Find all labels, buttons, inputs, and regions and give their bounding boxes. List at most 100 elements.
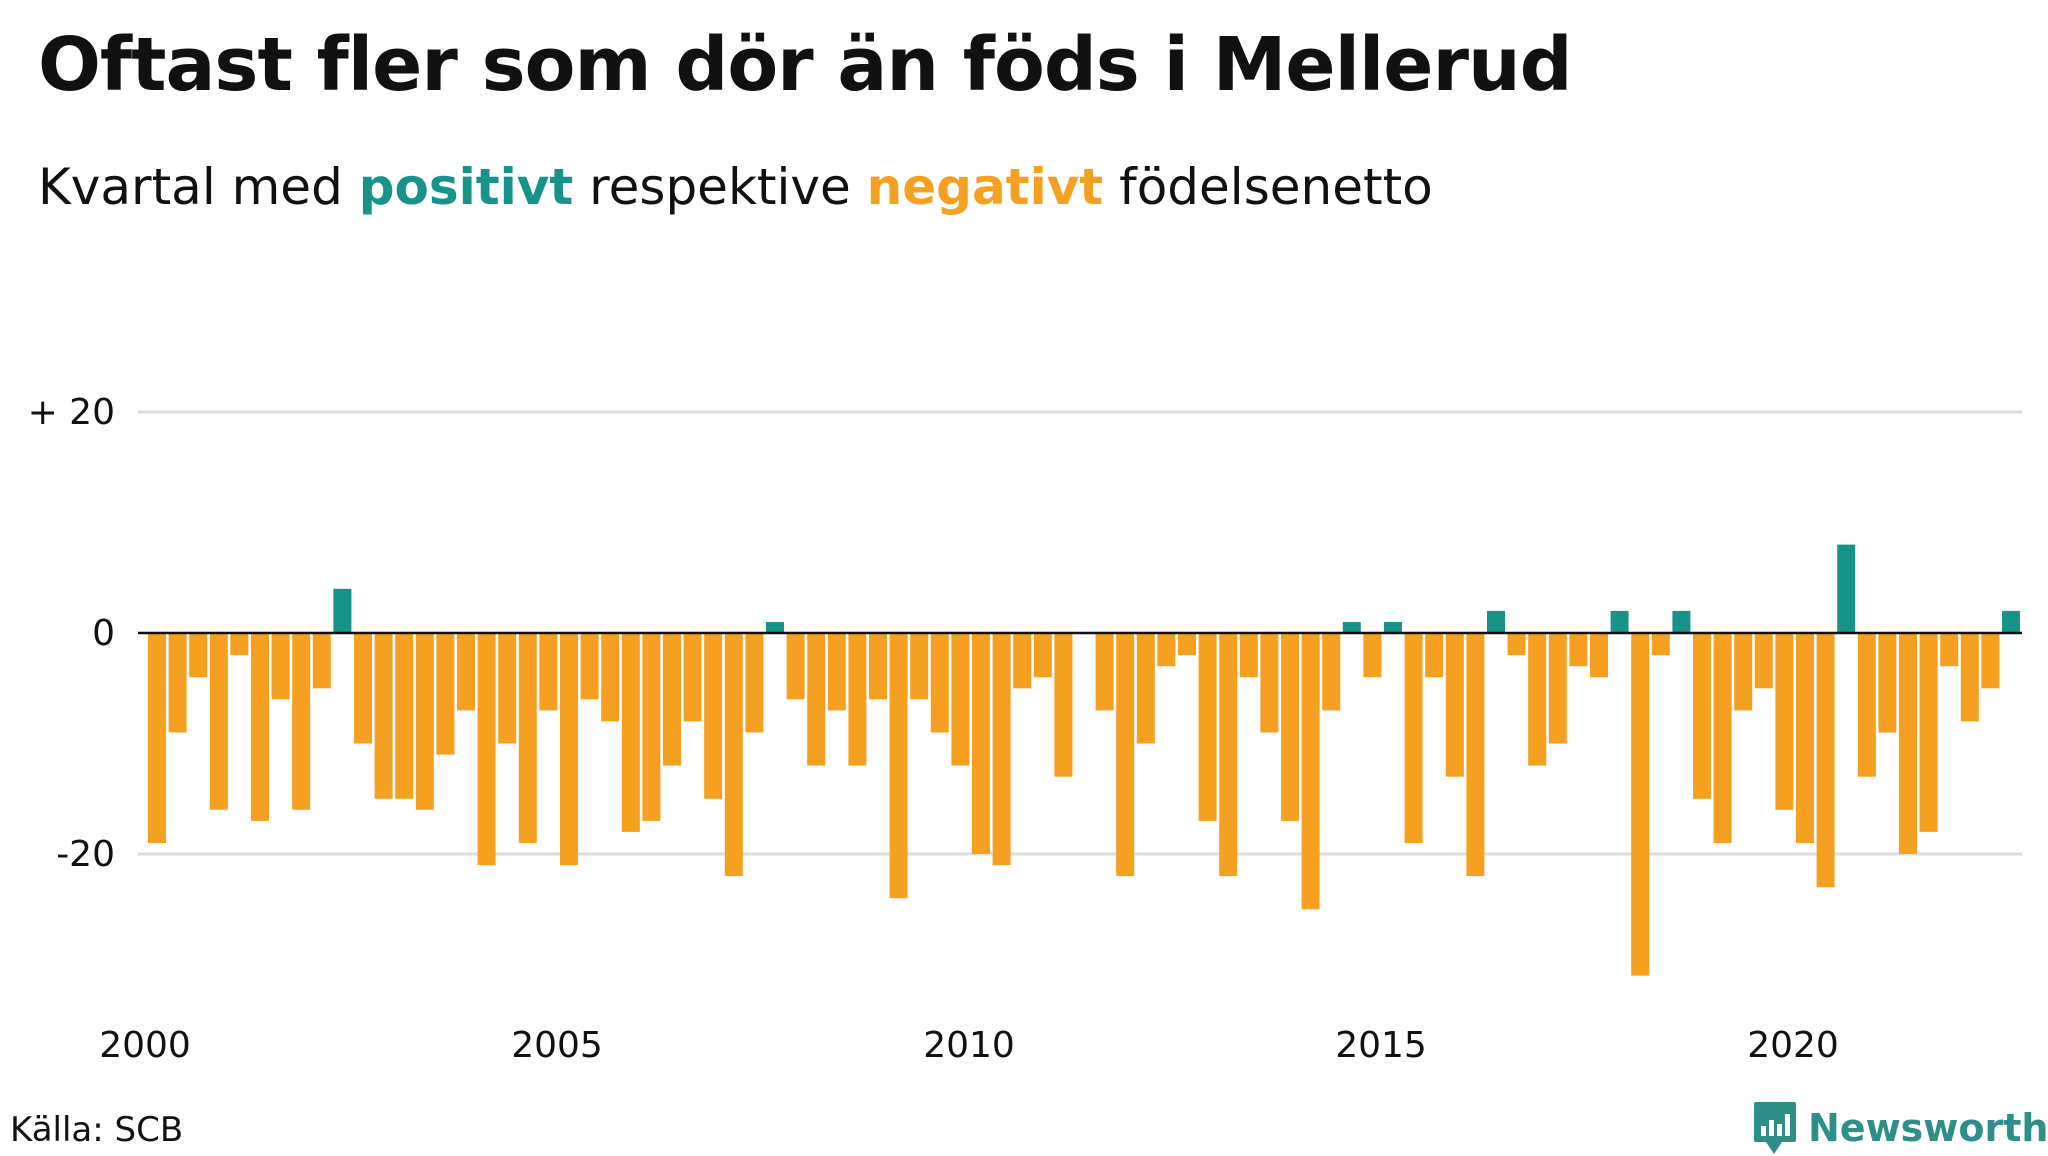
bar-q68 bbox=[1528, 633, 1547, 766]
bar-q61 bbox=[1384, 622, 1402, 634]
bar-q81 bbox=[1796, 633, 1814, 843]
bar-q65 bbox=[1466, 633, 1485, 877]
bar-q10 bbox=[333, 588, 352, 633]
bar-q17 bbox=[477, 633, 496, 866]
bar-q16 bbox=[457, 633, 475, 711]
bar-q91 bbox=[2002, 610, 2020, 633]
bar-q23 bbox=[601, 633, 620, 722]
bar-q62 bbox=[1404, 633, 1423, 843]
bar-q75 bbox=[1672, 610, 1691, 633]
bar-q2 bbox=[168, 633, 187, 733]
x-tick-label: 2015 bbox=[1335, 1025, 1427, 1066]
x-tick-label: 2000 bbox=[99, 1025, 191, 1066]
bar-q20 bbox=[539, 633, 558, 711]
bar-q88 bbox=[1940, 633, 1959, 667]
x-tick-label: 2020 bbox=[1747, 1025, 1839, 1066]
bar-q35 bbox=[848, 633, 867, 766]
bar-q22 bbox=[580, 633, 599, 700]
bar-q79 bbox=[1754, 633, 1773, 689]
bar-q58 bbox=[1322, 633, 1341, 711]
bar-q19 bbox=[518, 633, 537, 843]
bar-q37 bbox=[889, 633, 908, 899]
bar-q64 bbox=[1445, 633, 1464, 777]
bar-q69 bbox=[1548, 633, 1567, 744]
bar-q28 bbox=[704, 633, 723, 799]
gridlines bbox=[138, 410, 2022, 856]
bar-q50 bbox=[1157, 633, 1176, 667]
bar-q74 bbox=[1651, 633, 1670, 656]
bar-q90 bbox=[1981, 633, 2000, 689]
bar-q27 bbox=[683, 633, 702, 722]
bar-q4 bbox=[209, 633, 228, 810]
bar-q44 bbox=[1033, 633, 1052, 678]
subtitle-negative-label: negativt bbox=[866, 158, 1104, 216]
x-tick-label: 2010 bbox=[923, 1025, 1015, 1066]
x-axis-ticks: 2000 2005 2010 2015 2020 bbox=[99, 1025, 1839, 1066]
bar-q72 bbox=[1610, 610, 1629, 633]
bar-q14 bbox=[415, 633, 434, 810]
bar-q71 bbox=[1590, 633, 1608, 678]
bar-q56 bbox=[1281, 633, 1299, 821]
bar-q1 bbox=[148, 633, 166, 843]
bar-q47 bbox=[1095, 633, 1114, 711]
bar-q13 bbox=[395, 633, 414, 799]
bar-q57 bbox=[1301, 633, 1320, 910]
bar-q51 bbox=[1178, 633, 1196, 656]
bar-q87 bbox=[1919, 633, 1938, 832]
bar-q48 bbox=[1116, 633, 1135, 877]
bar-chart: + 20 0 -20 2000 2005 2010 2015 2020 bbox=[28, 392, 2022, 1066]
bar-q6 bbox=[251, 633, 269, 821]
bar-q67 bbox=[1507, 633, 1526, 656]
subtitle-part-1: Kvartal med bbox=[38, 158, 359, 216]
source-note: Källa: SCB bbox=[10, 1110, 184, 1150]
bar-q5 bbox=[230, 633, 249, 656]
y-axis-ticks: + 20 0 -20 bbox=[28, 392, 115, 875]
bar-q41 bbox=[972, 633, 990, 854]
subtitle-part-3: respektive bbox=[573, 158, 867, 216]
bar-q43 bbox=[1013, 633, 1032, 689]
bar-q7 bbox=[271, 633, 290, 700]
bar-q53 bbox=[1219, 633, 1238, 877]
bar-q55 bbox=[1260, 633, 1279, 733]
y-tick-label: 0 bbox=[92, 613, 115, 654]
bar-q25 bbox=[642, 633, 661, 821]
bar-q29 bbox=[724, 633, 743, 877]
bar-q85 bbox=[1878, 633, 1897, 733]
bar-q9 bbox=[312, 633, 331, 689]
bar-q18 bbox=[498, 633, 517, 744]
bar-q82 bbox=[1816, 633, 1835, 888]
bar-q34 bbox=[827, 633, 846, 711]
bar-q12 bbox=[374, 633, 393, 799]
y-tick-label: -20 bbox=[56, 834, 115, 875]
bar-q3 bbox=[189, 633, 208, 678]
bar-q60 bbox=[1363, 633, 1382, 678]
bar-q63 bbox=[1425, 633, 1444, 678]
newsworthy-brand-text: Newsworthy bbox=[1808, 1106, 2048, 1150]
bar-q40 bbox=[951, 633, 970, 766]
y-tick-label: + 20 bbox=[28, 392, 115, 433]
bar-q39 bbox=[930, 633, 949, 733]
bar-q77 bbox=[1713, 633, 1732, 843]
bar-q54 bbox=[1239, 633, 1258, 678]
bar-q86 bbox=[1899, 633, 1917, 854]
bar-q84 bbox=[1857, 633, 1876, 777]
chart-title: Oftast fler som dör än föds i Mellerud bbox=[38, 22, 1573, 108]
bar-q36 bbox=[869, 633, 887, 700]
subtitle-part-5: födelsenetto bbox=[1103, 158, 1433, 216]
bar-q15 bbox=[436, 633, 455, 755]
x-tick-label: 2005 bbox=[511, 1025, 603, 1066]
bar-q59 bbox=[1342, 622, 1361, 634]
bar-q21 bbox=[560, 633, 578, 866]
bar-q70 bbox=[1569, 633, 1588, 667]
newsworthy-logo-icon bbox=[1754, 1102, 1796, 1154]
bar-q66 bbox=[1487, 610, 1505, 633]
bar-q83 bbox=[1837, 544, 1856, 633]
subtitle-positive-label: positivt bbox=[358, 158, 574, 216]
bars bbox=[148, 544, 2020, 976]
bar-q26 bbox=[663, 633, 681, 766]
chart-subtitle: Kvartal med positivt respektive negativt… bbox=[38, 158, 1433, 216]
bar-q33 bbox=[807, 633, 826, 766]
bar-q32 bbox=[786, 633, 805, 700]
bar-q31 bbox=[766, 622, 784, 634]
bar-q76 bbox=[1693, 633, 1711, 799]
